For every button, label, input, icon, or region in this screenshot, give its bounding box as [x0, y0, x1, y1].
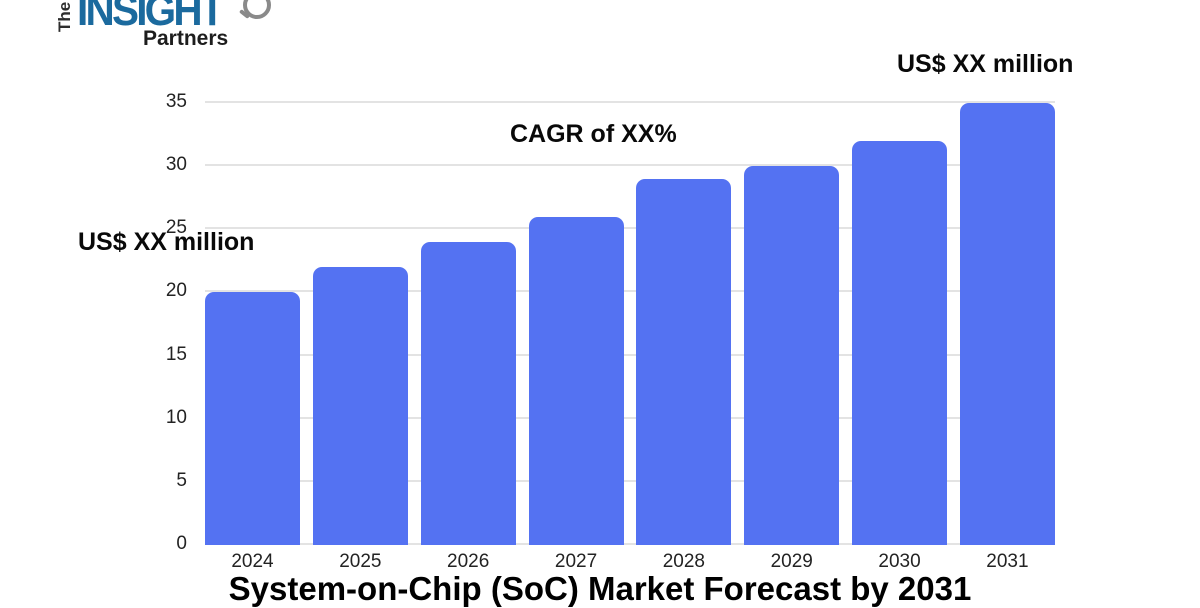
gridline-0: [205, 543, 1055, 545]
y-axis-tick-label-20: 20: [165, 280, 187, 302]
logo-partners-text: Partners: [143, 27, 229, 50]
bar-2024: [205, 292, 300, 545]
bars-row: 2024 2025 2026 2027 2028 2029 2030 2031: [205, 103, 1055, 572]
x-axis-tick-label-2031: 2031: [986, 551, 1029, 572]
logo-the-text: The: [55, 1, 74, 32]
x-axis-tick-label-2027: 2027: [554, 551, 598, 572]
bar-column-2029: 2029: [744, 103, 840, 572]
bar-column-2030: 2030: [852, 103, 948, 572]
bar-column-2024: 2024: [205, 103, 300, 572]
x-axis-tick-label-2028: 2028: [662, 551, 706, 572]
y-axis-tick-label-5: 5: [176, 469, 187, 491]
bar-column-2027: 2027: [528, 103, 624, 572]
gridline-30: [205, 164, 1055, 167]
insight-partners-logo: The INSIGHT Partners: [55, 0, 285, 60]
bar-column-2028: 2028: [636, 103, 732, 572]
y-axis: 0 5 10 15 20 25 30 35: [115, 91, 195, 554]
gridline-10: [205, 416, 1055, 419]
y-axis-tick-label-30: 30: [165, 154, 187, 176]
y-axis-tick-label-35: 35: [165, 91, 187, 112]
x-axis-tick-label-2029: 2029: [770, 551, 813, 572]
left-value-annotation: US$ XX million: [78, 228, 255, 256]
x-axis-tick-label-2026: 2026: [447, 551, 490, 572]
bar-2027: [528, 216, 624, 545]
gridline-20: [205, 290, 1055, 293]
bar-2030: [852, 140, 948, 545]
gridline-35: [205, 101, 1055, 103]
bar-column-2026: 2026: [420, 103, 516, 572]
logo-insight-text: INSIGHT: [77, 0, 225, 35]
right-value-annotation: US$ XX million: [897, 50, 1074, 78]
plot-area: 2024 2025 2026 2027 2028 2029 2030 2031: [205, 101, 1055, 572]
y-axis-tick-label-10: 10: [165, 406, 187, 428]
bar-2025: [312, 267, 408, 545]
bar-2029: [744, 166, 840, 545]
x-axis-tick-label-2024: 2024: [231, 551, 274, 572]
bar-2028: [636, 178, 732, 545]
bar-column-2025: 2025: [312, 103, 408, 572]
chart-title: System-on-Chip (SoC) Market Forecast by …: [228, 570, 972, 607]
magnifying-glass-icon: [243, 0, 271, 19]
x-axis-tick-label-2030: 2030: [878, 551, 921, 572]
bar-column-2031: 2031: [959, 103, 1055, 572]
gridline-25: [205, 227, 1055, 230]
bar-2031: [959, 103, 1055, 545]
bar-2026: [420, 241, 516, 545]
y-axis-tick-label-25: 25: [165, 217, 187, 239]
y-axis-tick-label-15: 15: [165, 343, 187, 365]
gridline-5: [205, 479, 1055, 482]
gridline-15: [205, 353, 1055, 356]
cagr-annotation: CAGR of XX%: [510, 120, 677, 148]
y-axis-tick-label-0: 0: [176, 533, 187, 554]
x-axis-tick-label-2025: 2025: [339, 551, 382, 572]
